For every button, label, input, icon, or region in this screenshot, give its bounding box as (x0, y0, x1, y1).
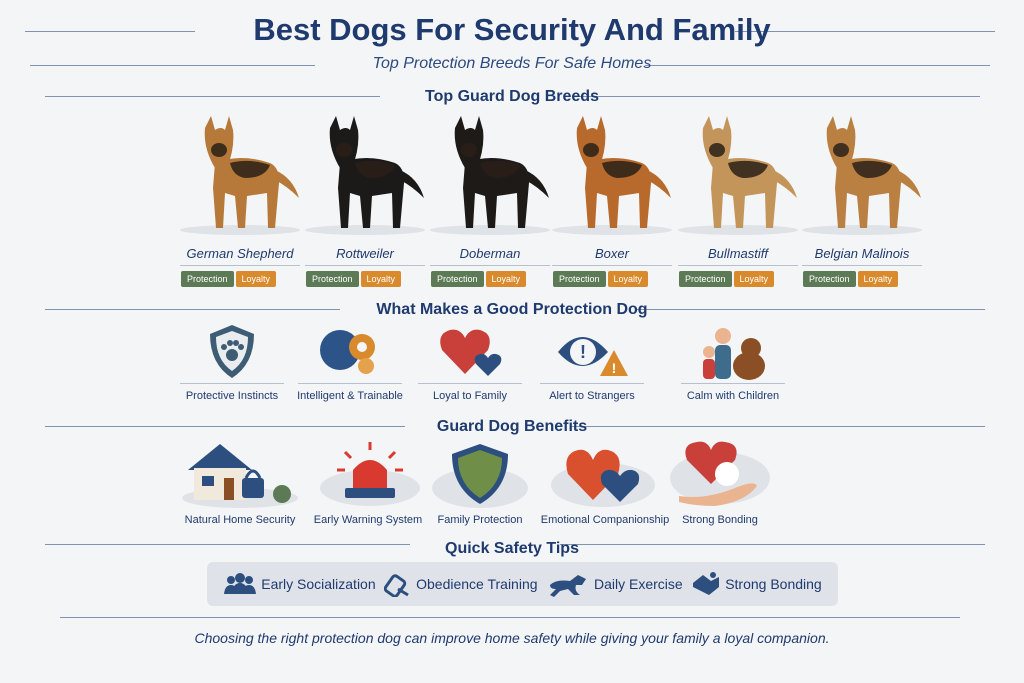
alarm-siren-icon (315, 438, 425, 508)
dog-image: .g0 .b{fill:#b7793a} .g0 .d{fill:#2a2018… (180, 116, 300, 235)
tip-obedience-training: Obedience Training (384, 571, 538, 597)
tip-label: Early Socialization (261, 576, 376, 592)
tag-protection: Protection (181, 271, 234, 287)
trait-label: Protective Instincts (185, 390, 279, 402)
breed-name: Belgian Malinois (814, 246, 910, 261)
divider (552, 265, 672, 266)
page-subtitle: Top Protection Breeds For Safe Homes (372, 55, 652, 72)
divider (180, 265, 300, 266)
tag-loyalty: Loyalty (485, 271, 527, 287)
hearts-icon (548, 440, 658, 510)
dog-image: .g1 .b{fill:#1c1a19} .g1 .d{fill:#9a5a2a… (305, 116, 425, 235)
trait-label: Loyal to Family (433, 390, 507, 402)
breed-tags: Protection Loyalty (431, 271, 527, 287)
eye-warning-icon: !! (552, 322, 632, 382)
breed-tags: Protection Loyalty (553, 271, 649, 287)
divider (681, 383, 785, 384)
tips-section-title: Quick Safety Tips (445, 540, 579, 557)
breed-tags: Protection Loyalty (181, 271, 277, 287)
tag-loyalty: Loyalty (607, 271, 649, 287)
tag-loyalty: Loyalty (733, 271, 775, 287)
trait-label: Intelligent & Trainable (297, 390, 403, 402)
breed-name: Doberman (459, 246, 521, 261)
breed-tags: Protection Loyalty (803, 271, 899, 287)
trait-label: Alert to Strangers (549, 390, 635, 402)
divider (540, 383, 644, 384)
tip-strong-bonding: Strong Bonding (691, 571, 822, 597)
breed-tags: Protection Loyalty (679, 271, 775, 287)
tag-protection: Protection (679, 271, 732, 287)
benefit-label: Emotional Companionship (540, 514, 670, 526)
tip-early-socialization: Early Socialization (223, 572, 376, 596)
shield-icon (430, 440, 530, 510)
dog-image: .g4 .b{fill:#c4955b} .g4 .d{fill:#2b2420… (678, 116, 798, 235)
benefit-label: Strong Bonding (682, 514, 758, 526)
tag-protection: Protection (431, 271, 484, 287)
tag-protection: Protection (306, 271, 359, 287)
divider (305, 265, 425, 266)
divider (430, 265, 550, 266)
children-dog-icon (693, 322, 773, 382)
benefit-label: Early Warning System (313, 514, 423, 526)
svg-text:!: ! (580, 342, 586, 362)
page-title: Best Dogs For Security And Family (253, 12, 771, 47)
breed-name: German Shepherd (186, 246, 294, 261)
divider (298, 383, 402, 384)
running-dog-icon (550, 575, 587, 597)
brain-gears-icon (310, 322, 390, 382)
house-lock-icon (180, 438, 300, 508)
dog-image: .g2 .b{fill:#1e1a18} .g2 .d{fill:#8a4f24… (430, 116, 550, 235)
tip-daily-exercise: Daily Exercise (546, 571, 683, 597)
people-group-icon (224, 573, 257, 594)
breed-name: Boxer (595, 246, 629, 261)
breed-name: Bullmastiff (708, 246, 768, 261)
tag-protection: Protection (803, 271, 856, 287)
tag-loyalty: Loyalty (857, 271, 899, 287)
benefits-section-title: Guard Dog Benefits (436, 418, 588, 435)
tag-loyalty: Loyalty (360, 271, 402, 287)
divider (418, 383, 522, 384)
tip-label: Daily Exercise (594, 576, 683, 592)
traits-section-title: What Makes a Good Protection Dog (376, 301, 648, 318)
breed-name: Rottweiler (336, 246, 394, 261)
whistle-icon (384, 574, 409, 597)
divider (180, 383, 284, 384)
breeds-section-title: Top Guard Dog Breeds (425, 88, 599, 105)
trait-label: Calm with Children (686, 390, 780, 402)
benefit-label: Natural Home Security (184, 514, 296, 526)
footer-text: Choosing the right protection dog can im… (194, 630, 830, 646)
hand-heart-paw-icon (665, 440, 775, 510)
tag-protection: Protection (553, 271, 606, 287)
breed-tags: Protection Loyalty (306, 271, 402, 287)
svg-text:!: ! (612, 360, 617, 376)
tag-loyalty: Loyalty (235, 271, 277, 287)
tip-label: Obedience Training (416, 576, 538, 592)
divider (678, 265, 798, 266)
hearts-icon (430, 322, 510, 382)
benefit-label: Family Protection (437, 514, 523, 526)
tips-box: Early Socialization Obedience Training D… (207, 562, 838, 606)
shield-paw-icon (192, 322, 272, 382)
dog-image: .g5 .b{fill:#b98042} .g5 .d{fill:#2a2018… (802, 116, 922, 235)
divider (802, 265, 922, 266)
tip-label: Strong Bonding (725, 576, 822, 592)
dog-image: .g3 .b{fill:#b76a2c} .g3 .d{fill:#f2ede6… (552, 116, 672, 235)
handshake-icon (693, 572, 720, 595)
